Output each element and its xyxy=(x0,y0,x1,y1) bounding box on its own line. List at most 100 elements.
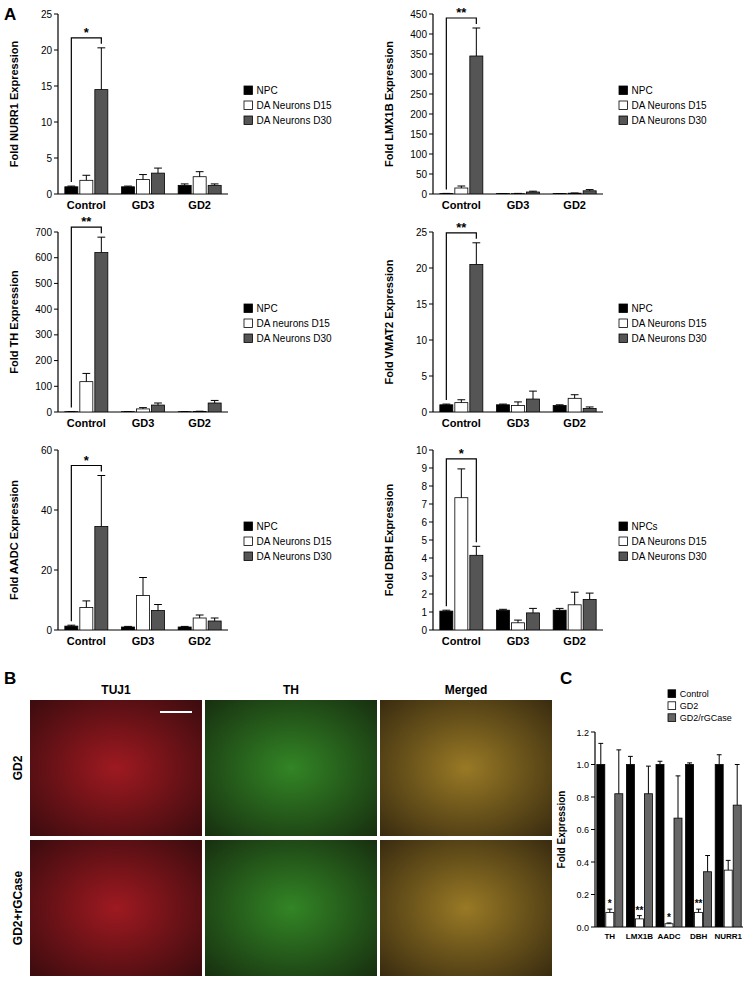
micrograph-signal xyxy=(205,700,377,836)
error-bar xyxy=(457,469,465,498)
error-bar xyxy=(457,186,465,188)
category-label: GD3 xyxy=(132,199,155,211)
legend-swatch xyxy=(619,86,628,95)
y-tick-label: 200 xyxy=(35,355,52,366)
error-bar xyxy=(499,609,507,611)
bar xyxy=(137,596,150,631)
category-label: Control xyxy=(442,199,481,211)
bar xyxy=(178,627,191,630)
bar xyxy=(80,180,93,194)
category-label: GD3 xyxy=(132,417,155,429)
error-bar xyxy=(196,172,204,177)
y-tick-label: 100 xyxy=(410,149,427,160)
error-bar xyxy=(571,193,579,194)
bar xyxy=(193,177,206,194)
y-tick-label: 250 xyxy=(410,89,427,100)
chart: 012345678910ControlGD3GD2Fold DBH Expres… xyxy=(383,445,707,648)
error-bar xyxy=(586,190,594,191)
legend-label: DA neurons D15 xyxy=(257,318,331,329)
error-bar xyxy=(586,407,594,408)
legend-swatch xyxy=(619,537,628,546)
y-tick-label: 0.0 xyxy=(576,923,589,933)
category-label: NURR1 xyxy=(714,932,742,941)
column-label: Merged xyxy=(445,683,488,697)
y-tick-label: 0.6 xyxy=(576,825,589,835)
y-axis xyxy=(57,232,58,412)
y-tick-label: 100 xyxy=(35,381,52,392)
significance-label: ** xyxy=(636,905,644,916)
bar xyxy=(470,555,483,630)
y-axis xyxy=(432,232,433,412)
y-tick-label: 0 xyxy=(46,625,52,636)
scale-bar xyxy=(160,711,192,713)
category-label: GD2 xyxy=(188,199,211,211)
error-bar xyxy=(529,191,537,193)
y-tick-label: 4 xyxy=(421,553,427,564)
y-tick-label: 300 xyxy=(410,69,427,80)
category-label: Control xyxy=(67,417,106,429)
error-bar xyxy=(67,186,75,188)
y-tick-label: 0 xyxy=(421,407,427,418)
legend-swatch xyxy=(244,304,253,313)
y-axis xyxy=(432,14,433,194)
bar xyxy=(497,610,510,630)
bar xyxy=(95,527,108,631)
y-tick-label: 25 xyxy=(416,227,428,238)
y-axis xyxy=(432,450,433,630)
bar xyxy=(440,611,453,630)
legend-label: DA Neurons D15 xyxy=(257,536,332,547)
legend-label: DA Neurons D30 xyxy=(632,115,707,126)
error-bar xyxy=(211,400,219,403)
error-bar xyxy=(556,404,564,406)
bar xyxy=(568,193,581,194)
error-bar xyxy=(442,404,450,406)
bar xyxy=(635,919,643,927)
legend-label: DA Neurons D15 xyxy=(632,318,707,329)
y-tick-label: 150 xyxy=(410,129,427,140)
y-tick-label: 700 xyxy=(35,227,52,238)
legend-label: NPC xyxy=(632,85,653,96)
plot-marks xyxy=(65,476,221,631)
category-label: GD3 xyxy=(507,199,530,211)
y-axis xyxy=(57,14,58,194)
plot-marks xyxy=(440,28,596,194)
error-bar xyxy=(154,168,162,173)
error-bar xyxy=(181,184,189,185)
bar xyxy=(178,185,191,194)
error-bar xyxy=(726,860,731,870)
legend-swatch xyxy=(244,334,253,343)
figure: 0510152025ControlGD3GD2Fold NURR1 Expres… xyxy=(0,0,747,988)
category-label: DBH xyxy=(690,932,708,941)
significance-label: * xyxy=(459,446,465,461)
bar xyxy=(440,405,453,412)
significance-label: * xyxy=(608,898,612,909)
category-label: GD2 xyxy=(188,417,211,429)
micrograph xyxy=(205,700,377,836)
bar xyxy=(208,185,221,194)
plot-marks xyxy=(65,48,221,194)
error-bar xyxy=(196,411,204,412)
category-label: Control xyxy=(67,635,106,647)
bar xyxy=(455,403,468,412)
significance-label: * xyxy=(667,912,671,923)
y-tick-label: 400 xyxy=(410,29,427,40)
y-tick-label: 3 xyxy=(421,571,427,582)
error-bar xyxy=(556,193,564,194)
y-axis xyxy=(594,732,595,927)
y-tick-label: 0 xyxy=(421,189,427,200)
bar xyxy=(512,193,525,194)
error-bar xyxy=(735,765,740,806)
y-tick-label: 7 xyxy=(421,499,427,510)
bar xyxy=(527,613,540,630)
micrograph xyxy=(380,840,552,976)
bar xyxy=(583,191,596,194)
error-bar xyxy=(586,593,594,599)
significance-bracket xyxy=(71,227,101,407)
bar xyxy=(65,411,78,412)
legend-swatch xyxy=(619,334,628,343)
y-tick-label: 0.4 xyxy=(576,858,589,868)
y-tick-label: 400 xyxy=(35,304,52,315)
bar xyxy=(704,872,712,927)
category-label: LMX1B xyxy=(626,932,653,941)
significance-bracket xyxy=(446,459,476,606)
